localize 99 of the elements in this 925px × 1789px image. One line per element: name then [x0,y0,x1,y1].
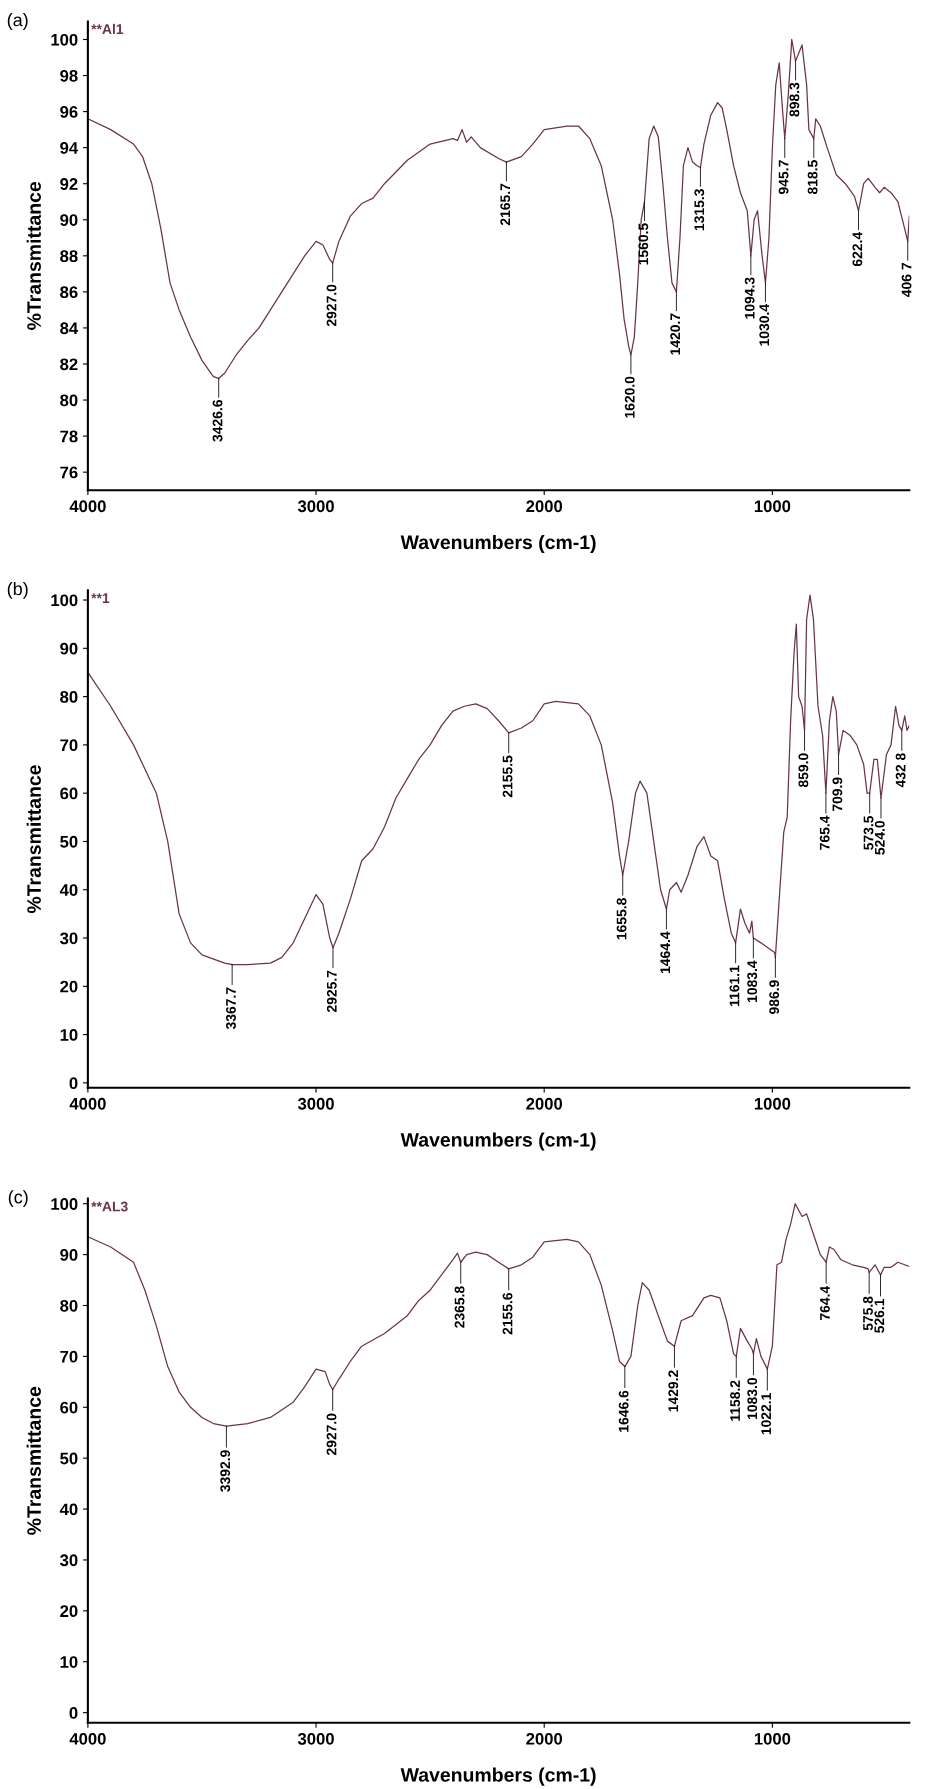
annotation: 524.0 [874,820,885,855]
y-tick-label: 80 [60,394,78,407]
y-tick-label: 50 [60,1452,78,1465]
annotation: 2155.6 [502,1292,513,1335]
annotation: 1620.0 [624,376,635,418]
annotation: 709.9 [832,777,843,812]
y-tick-label: 88 [60,250,78,263]
y-tick-label: 90 [60,642,78,655]
y-tick-label: 60 [60,1401,78,1414]
annotation: 406 7 [901,263,912,298]
x-axis-title: Wavenumbers (cm-1) [400,1767,596,1786]
annotation: 2155.5 [502,755,513,798]
x-tick-label: 3000 [297,500,334,513]
y-tick-label: 76 [60,466,78,479]
text: (c) [8,1190,28,1208]
annotation: 1158.2 [730,1380,741,1421]
y-tick-label: 100 [51,33,78,46]
y-tick-label: 82 [60,358,78,371]
y-axis-title: %Transmittance [26,181,41,330]
y-tick-label: 70 [60,1350,78,1363]
y-tick-label: 94 [60,142,79,154]
y-tick-label: 84 [60,322,79,335]
y-tick-label: 86 [60,286,78,299]
annotation: 622.4 [852,231,863,267]
y-tick-label: 78 [60,430,78,443]
annotation: 1315.3 [694,189,705,231]
annotation: 3426.6 [212,400,223,442]
x-tick-label: 4000 [69,1097,106,1110]
annotation: 575.8 [863,1296,873,1331]
annotation: 818.5 [807,160,818,195]
y-tick-label: 40 [59,884,78,896]
x-tick-label: 2000 [526,500,563,513]
x-tick-label: 4000 [69,500,106,513]
annotation: 1083.0 [747,1378,758,1420]
annotation: 1464.4 [660,931,671,974]
y-tick-label: 40 [59,1503,78,1516]
annotation: 1655.8 [616,898,627,940]
annotation: 1083.4 [747,960,758,1003]
y-tick-label: 20 [60,980,78,993]
x-tick-label: 1000 [754,1097,791,1110]
annotation: 764.4 [820,1285,830,1320]
annotation: 1161.1 [729,965,740,1007]
x-tick-label: 2000 [526,1732,563,1745]
y-tick-label: 70 [60,739,78,752]
annotation: 859.0 [798,753,809,788]
annotation: 1560.5 [638,223,649,265]
y-tick-label: 92 [60,178,78,190]
x-axis-title: Wavenumbers (cm-1) [400,534,596,554]
y-tick-label: 98 [60,69,78,82]
annotation: 3367.7 [226,987,236,1030]
y-tick-label: 30 [60,932,78,945]
annotation: 1022.1 [761,1393,772,1435]
annotation: 2927.0 [326,1413,337,1456]
x-axis-title: Wavenumbers (cm-1) [400,1132,596,1151]
y-tick-label: 96 [60,106,78,118]
y-tick-label: 0 [69,1707,78,1719]
y-tick-label: 100 [51,1198,78,1210]
annotation: 898.3 [789,82,800,117]
text: (a) [7,13,28,30]
x-tick-label: 3000 [297,1732,334,1745]
annotation: **AL3 [91,1201,128,1212]
annotation: **Al1 [91,23,124,34]
text: (b) [7,581,28,599]
annotation: 1030.4 [759,304,770,346]
annotation: **1 [91,593,110,603]
annotation: 2165.7 [500,183,511,226]
y-tick-label: 20 [60,1605,78,1618]
x-tick-label: 1000 [754,500,791,513]
annotation: 765.4 [819,815,830,850]
annotation: 432 8 [895,753,906,788]
annotation: 2927.0 [326,284,337,327]
y-tick-label: 100 [51,594,78,607]
annotation: 2365.8 [454,1286,465,1328]
annotation: 945.7 [778,160,789,195]
y-tick-label: 80 [60,691,78,703]
annotation: 986.9 [769,980,780,1014]
y-axis-title: %Transmittance [26,1386,41,1535]
y-tick-label: 50 [60,835,78,848]
x-tick-label: 1000 [754,1732,791,1745]
y-tick-label: 90 [60,214,78,226]
annotation: 1094.3 [744,277,755,319]
x-tick-label: 3000 [297,1097,334,1110]
y-tick-label: 80 [60,1299,78,1312]
annotation: 1420.7 [670,313,681,355]
x-tick-label: 4000 [69,1732,106,1745]
y-tick-label: 90 [60,1249,78,1261]
x-tick-label: 2000 [526,1097,563,1110]
y-axis-title: %Transmittance [26,765,41,914]
y-tick-label: 30 [60,1554,78,1567]
annotation: 526.1 [874,1298,885,1333]
y-tick-label: 0 [69,1077,78,1090]
y-tick-label: 10 [60,1029,78,1041]
annotation: 3392.9 [220,1450,231,1492]
annotation: 1646.6 [618,1390,629,1432]
y-tick-label: 60 [60,787,78,800]
annotation: 2925.7 [326,970,337,1013]
annotation: 573.5 [863,815,874,850]
annotation: 1429.2 [668,1370,679,1412]
y-tick-label: 10 [60,1656,78,1668]
